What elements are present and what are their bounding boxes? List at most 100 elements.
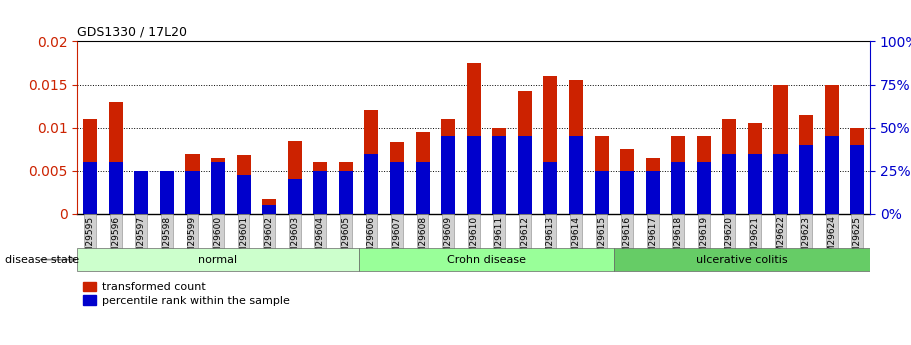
Bar <box>288 179 302 214</box>
Text: GSM29595: GSM29595 <box>86 216 95 265</box>
Bar <box>595 171 609 214</box>
Bar <box>671 136 685 214</box>
Text: GSM29615: GSM29615 <box>597 216 606 265</box>
Bar <box>492 128 507 214</box>
Text: GSM29622: GSM29622 <box>776 216 785 264</box>
Bar <box>160 171 174 214</box>
Text: GSM29614: GSM29614 <box>571 216 580 265</box>
Bar <box>595 136 609 214</box>
Text: GSM29607: GSM29607 <box>393 216 402 265</box>
Bar <box>313 171 327 214</box>
Bar <box>83 119 97 214</box>
Text: disease state: disease state <box>5 256 78 265</box>
Bar <box>722 154 736 214</box>
Bar <box>620 149 634 214</box>
Bar <box>288 141 302 214</box>
Text: GSM29625: GSM29625 <box>853 216 862 265</box>
Bar <box>390 142 404 214</box>
Legend: transformed count, percentile rank within the sample: transformed count, percentile rank withi… <box>83 282 290 306</box>
Bar <box>748 123 762 214</box>
Bar <box>134 171 148 214</box>
Bar <box>339 162 353 214</box>
Text: GSM29612: GSM29612 <box>520 216 529 265</box>
Bar <box>799 115 814 214</box>
Text: GSM29597: GSM29597 <box>137 216 146 265</box>
Bar <box>671 162 685 214</box>
Bar <box>569 136 583 214</box>
Text: GSM29617: GSM29617 <box>649 216 657 265</box>
Bar <box>722 119 736 214</box>
Text: GSM29599: GSM29599 <box>188 216 197 265</box>
Text: GSM29613: GSM29613 <box>546 216 555 265</box>
Text: ulcerative colitis: ulcerative colitis <box>696 255 788 265</box>
Text: GSM29608: GSM29608 <box>418 216 427 265</box>
Text: GSM29596: GSM29596 <box>111 216 120 265</box>
Bar <box>313 162 327 214</box>
Bar <box>211 162 225 214</box>
Bar <box>262 199 276 214</box>
Bar <box>850 145 865 214</box>
Text: GSM29619: GSM29619 <box>700 216 709 265</box>
Bar <box>364 154 378 214</box>
Bar <box>697 136 711 214</box>
Bar <box>824 136 839 214</box>
Bar <box>134 193 148 214</box>
Text: GDS1330 / 17L20: GDS1330 / 17L20 <box>77 26 188 39</box>
FancyBboxPatch shape <box>77 248 359 271</box>
Bar <box>339 171 353 214</box>
Bar <box>697 162 711 214</box>
Bar <box>108 162 123 214</box>
Bar <box>492 136 507 214</box>
Bar <box>262 205 276 214</box>
FancyBboxPatch shape <box>359 248 614 271</box>
Bar <box>646 158 660 214</box>
Bar <box>773 154 787 214</box>
Text: GSM29604: GSM29604 <box>316 216 325 265</box>
Text: normal: normal <box>199 255 238 265</box>
Bar <box>237 155 251 214</box>
Text: GSM29600: GSM29600 <box>213 216 222 265</box>
Bar <box>620 171 634 214</box>
Bar <box>211 158 225 214</box>
Text: GSM29605: GSM29605 <box>342 216 351 265</box>
Text: GSM29610: GSM29610 <box>469 216 478 265</box>
Text: GSM29616: GSM29616 <box>622 216 631 265</box>
Bar <box>83 162 97 214</box>
Text: GSM29623: GSM29623 <box>802 216 811 265</box>
Text: GSM29602: GSM29602 <box>265 216 273 265</box>
Bar <box>850 128 865 214</box>
Bar <box>186 154 200 214</box>
Bar <box>773 85 787 214</box>
Bar <box>799 145 814 214</box>
Bar <box>543 76 558 214</box>
Text: GSM29621: GSM29621 <box>751 216 760 265</box>
Text: GSM29609: GSM29609 <box>444 216 453 265</box>
Bar <box>517 136 532 214</box>
Bar <box>466 63 481 214</box>
FancyBboxPatch shape <box>614 248 870 271</box>
Bar <box>237 175 251 214</box>
Bar <box>824 85 839 214</box>
Text: GSM29606: GSM29606 <box>367 216 376 265</box>
Bar <box>569 80 583 214</box>
Text: Crohn disease: Crohn disease <box>447 255 526 265</box>
Bar <box>441 119 456 214</box>
Bar <box>646 171 660 214</box>
Bar <box>108 102 123 214</box>
Bar <box>466 136 481 214</box>
Bar <box>415 162 430 214</box>
Text: GSM29601: GSM29601 <box>239 216 248 265</box>
Bar <box>415 132 430 214</box>
Text: GSM29603: GSM29603 <box>291 216 299 265</box>
Bar <box>390 162 404 214</box>
Text: GSM29624: GSM29624 <box>827 216 836 264</box>
Bar <box>543 162 558 214</box>
Text: GSM29620: GSM29620 <box>725 216 734 265</box>
Text: GSM29611: GSM29611 <box>495 216 504 265</box>
Bar <box>186 171 200 214</box>
Bar <box>748 154 762 214</box>
Bar <box>364 110 378 214</box>
Bar <box>517 91 532 214</box>
Bar <box>160 184 174 214</box>
Text: GSM29598: GSM29598 <box>162 216 171 265</box>
